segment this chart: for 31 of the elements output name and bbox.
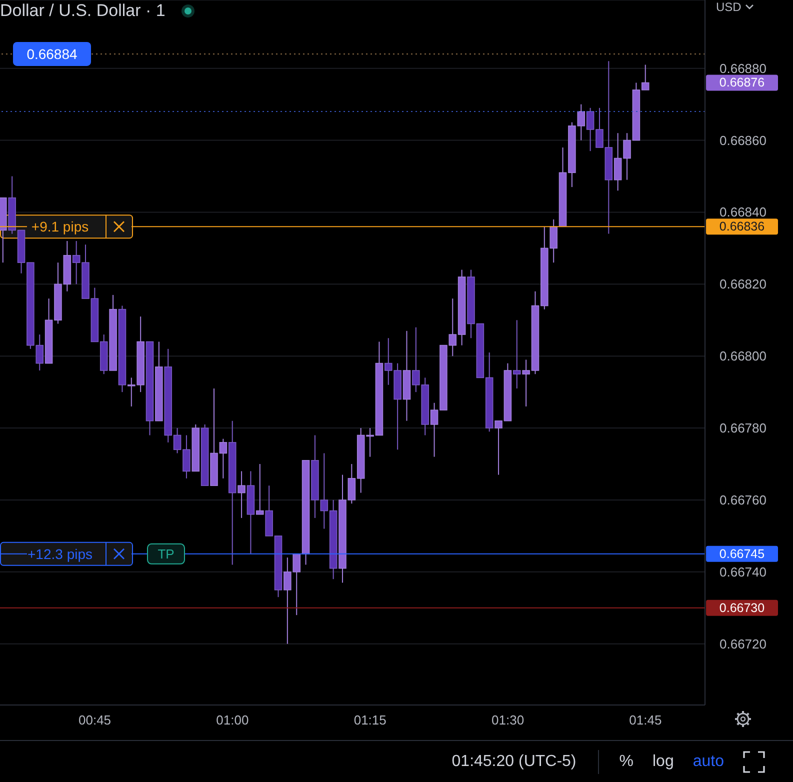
x-tick-label: 01:45	[629, 712, 662, 728]
y-tick-label: 0.66760	[720, 492, 766, 508]
candlestick	[238, 470, 246, 518]
ref-line-label: 0.66730	[719, 600, 765, 615]
text: auto	[692, 752, 724, 770]
text: %	[619, 752, 634, 770]
y-tick-label: 0.66880	[720, 60, 766, 76]
y-tick-label: 0.66740	[720, 564, 766, 580]
x-tick-label: 01:30	[492, 712, 524, 728]
text: 0.66876	[719, 76, 765, 90]
ref-line-label: 0.66745	[719, 546, 765, 561]
y-tick-label: 0.66840	[720, 204, 766, 220]
x-tick-label: 00:45	[78, 712, 112, 728]
x-tick-label: 01:15	[354, 712, 386, 728]
candlestick	[256, 464, 264, 515]
text: 01:45:20 (UTC-5)	[452, 752, 576, 770]
y-tick-label: 0.66780	[720, 420, 766, 436]
annotation: TP	[158, 546, 174, 562]
y-tick-label: 0.66800	[720, 348, 766, 364]
annotation: +12.3 pips	[28, 546, 92, 562]
chart-title: Dollar / U.S. Dollar · 1	[0, 1, 166, 21]
y-tick-label: 0.66860	[720, 132, 766, 148]
x-tick-label: 01:00	[216, 712, 249, 728]
ref-line-label: 0.66836	[719, 220, 765, 234]
candlestick	[512, 320, 521, 389]
y-tick-label: 0.66720	[720, 636, 766, 652]
text: USD	[716, 0, 742, 14]
y-tick-label: 0.66820	[720, 276, 766, 292]
ref-line-label: 0.66884	[26, 46, 78, 62]
text: log	[652, 752, 674, 770]
annotation: +9.1 pips	[31, 218, 89, 235]
